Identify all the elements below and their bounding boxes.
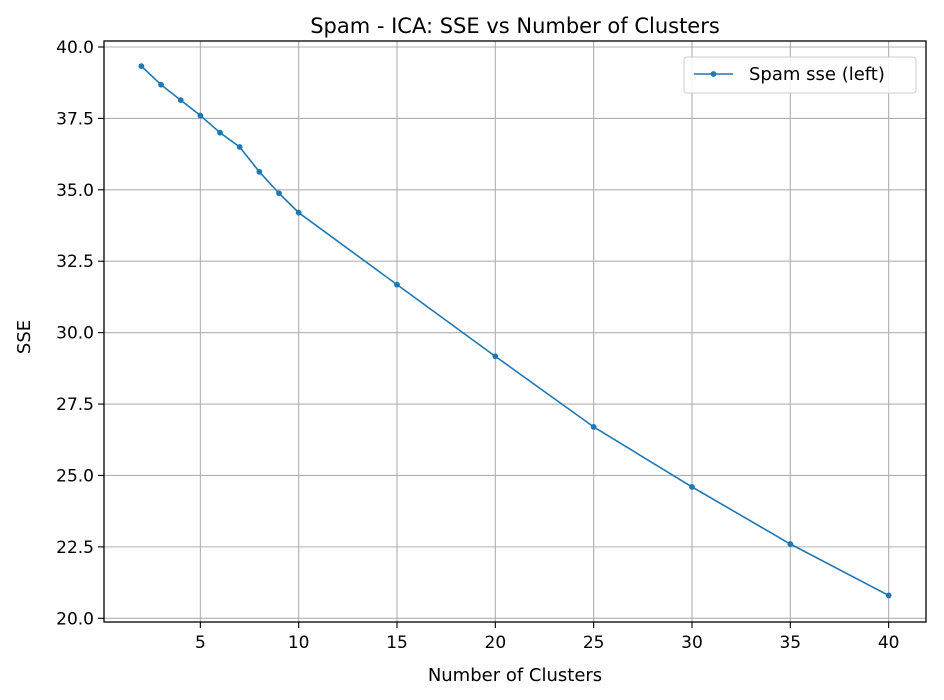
chart-title: Spam - ICA: SSE vs Number of Clusters [310,14,720,38]
data-point [158,81,164,88]
data-point [787,541,794,547]
data-point [295,209,302,216]
data-point [492,353,499,360]
data-point [177,97,184,104]
legend-entry-label: Spam sse (left) [749,64,885,85]
data-point [197,112,204,119]
x-tick-label: 30 [681,633,703,653]
y-tick-label: 22.5 [56,538,94,558]
y-tick-label: 32.5 [56,252,94,272]
data-point [394,281,400,288]
y-tick-label: 25.0 [56,466,94,486]
legend: Spam sse (left) [683,56,917,94]
axis-ticks: 5 10 15 20 25 30 35 40 20.0 22.5 25.0 27.5 30.0 32.5 3… [56,38,899,653]
x-tick-label: 35 [779,633,801,653]
data-point [276,190,282,197]
x-tick-label: 10 [288,633,310,653]
plot-frame [103,40,927,623]
y-tick-label: 30.0 [56,324,94,344]
y-tick-label: 20.0 [56,609,94,629]
data-point [590,424,597,430]
y-tick-label: 40.0 [56,38,94,58]
series-layer [138,63,892,599]
data-point [689,483,695,490]
y-tick-label: 37.5 [56,109,94,129]
y-axis-label: SSE [14,320,35,354]
data-point [236,144,243,150]
data-point [885,592,892,599]
grid-lines [104,41,926,622]
data-point [256,168,263,175]
x-tick-label: 5 [195,633,206,653]
legend-box [683,56,917,94]
data-point [138,63,145,70]
x-tick-label: 15 [386,633,408,653]
x-axis-label: Number of Clusters [428,665,602,686]
x-tick-label: 20 [485,633,507,653]
x-tick-label: 40 [878,633,900,653]
x-tick-label: 25 [583,633,605,653]
y-tick-label: 27.5 [56,395,94,415]
legend-marker-swatch [710,71,717,77]
y-tick-label: 35.0 [56,181,94,201]
data-point [217,129,223,136]
